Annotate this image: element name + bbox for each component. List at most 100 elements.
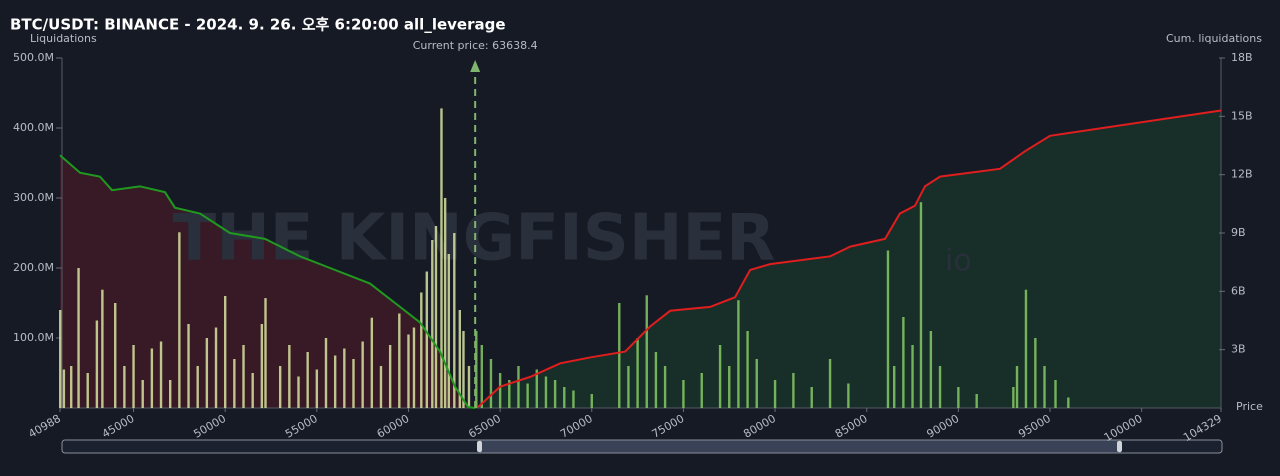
- bar: [544, 376, 548, 408]
- y2-tick-label: 12B: [1231, 168, 1253, 181]
- bar: [1067, 397, 1070, 408]
- bar: [553, 380, 557, 408]
- bar: [467, 366, 471, 408]
- x-tick-label: 75000: [650, 412, 687, 441]
- left-axis-label: Liquidations: [30, 32, 97, 45]
- bar: [911, 345, 914, 408]
- bar: [333, 355, 337, 408]
- bar: [893, 366, 896, 408]
- bar: [458, 310, 461, 408]
- bar: [150, 348, 154, 408]
- bar: [86, 373, 89, 408]
- bar: [343, 348, 346, 408]
- x-tick-label: 45000: [100, 412, 137, 441]
- watermark: THE KINGFISHER: [173, 202, 776, 276]
- y-tick-label: 300.0M: [13, 191, 54, 204]
- x-tick-label: 85000: [833, 412, 870, 441]
- bar: [636, 338, 639, 408]
- bar: [1024, 289, 1028, 408]
- bar: [196, 366, 199, 408]
- bar: [526, 383, 529, 408]
- area-fill: [478, 110, 1221, 408]
- navigator-handle[interactable]: [1117, 441, 1122, 452]
- bar: [1054, 380, 1057, 408]
- bar: [168, 380, 172, 408]
- bar: [718, 345, 722, 408]
- bar: [123, 366, 126, 408]
- bar: [443, 198, 447, 408]
- bar: [810, 387, 813, 408]
- bar: [627, 366, 630, 408]
- bar: [407, 334, 410, 408]
- x-tick-label: 70000: [558, 412, 595, 441]
- navigator-window[interactable]: [479, 439, 1121, 454]
- x-tick-label: 104329: [1181, 412, 1224, 444]
- bar: [517, 366, 520, 408]
- bar: [431, 240, 434, 408]
- bar: [159, 341, 163, 408]
- navigator-handle[interactable]: [477, 441, 482, 452]
- bar: [178, 232, 181, 408]
- bar: [233, 359, 236, 408]
- bar: [264, 298, 267, 408]
- bar: [62, 369, 66, 408]
- bar: [728, 366, 731, 408]
- bar: [563, 387, 566, 408]
- bar: [663, 366, 667, 408]
- bar: [475, 331, 478, 408]
- bar: [297, 376, 300, 408]
- bar: [700, 373, 703, 408]
- bar: [773, 380, 777, 408]
- bar: [223, 296, 227, 408]
- bar: [902, 317, 905, 408]
- bar: [535, 369, 538, 408]
- bar: [398, 313, 401, 408]
- x-tick-label: 80000: [741, 412, 778, 441]
- cum-line: [477, 109, 1222, 408]
- bar: [59, 310, 62, 408]
- bar: [919, 202, 923, 408]
- x-tick-label: 100000: [1102, 412, 1145, 444]
- y2-tick-label: 18B: [1231, 51, 1253, 64]
- bar: [434, 226, 438, 408]
- bar: [440, 108, 443, 409]
- bar: [755, 359, 758, 408]
- y-tick-label: 400.0M: [13, 121, 54, 134]
- chart-title: BTC/USDT: BINANCE - 2024. 9. 26. 오후 6:20…: [10, 16, 506, 34]
- current-price-arrow: [470, 60, 481, 72]
- watermark-suffix: io: [945, 244, 972, 279]
- bar: [425, 271, 429, 408]
- x-axis-label: Price: [1236, 400, 1263, 413]
- bar: [420, 292, 423, 408]
- bar: [1015, 366, 1019, 408]
- bar: [746, 331, 749, 408]
- x-tick-label: 55000: [283, 412, 320, 441]
- bar: [453, 233, 456, 408]
- x-tick-label: 90000: [925, 412, 962, 441]
- right-axis-label: Cum. liquidations: [1166, 32, 1262, 45]
- bar: [242, 345, 245, 408]
- bar: [489, 359, 493, 408]
- bar: [929, 331, 933, 408]
- bar: [352, 359, 355, 408]
- bar: [828, 359, 832, 408]
- bar: [205, 338, 209, 408]
- y-tick-label: 200.0M: [13, 261, 54, 274]
- x-tick-label: 40988: [26, 412, 63, 441]
- cum-line: [59, 154, 476, 409]
- bar: [214, 327, 218, 408]
- bar: [508, 380, 511, 408]
- bar: [70, 366, 73, 408]
- current-price-label: Current price: 63638.4: [413, 39, 538, 52]
- bar: [572, 390, 575, 408]
- y2-tick-label: 6B: [1231, 284, 1246, 297]
- bar: [77, 268, 80, 408]
- bar: [654, 352, 658, 408]
- y2-tick-label: 3B: [1231, 343, 1246, 356]
- bar: [251, 373, 254, 408]
- y2-tick-label: 15B: [1231, 109, 1253, 122]
- bar: [324, 338, 328, 408]
- bar: [132, 345, 135, 408]
